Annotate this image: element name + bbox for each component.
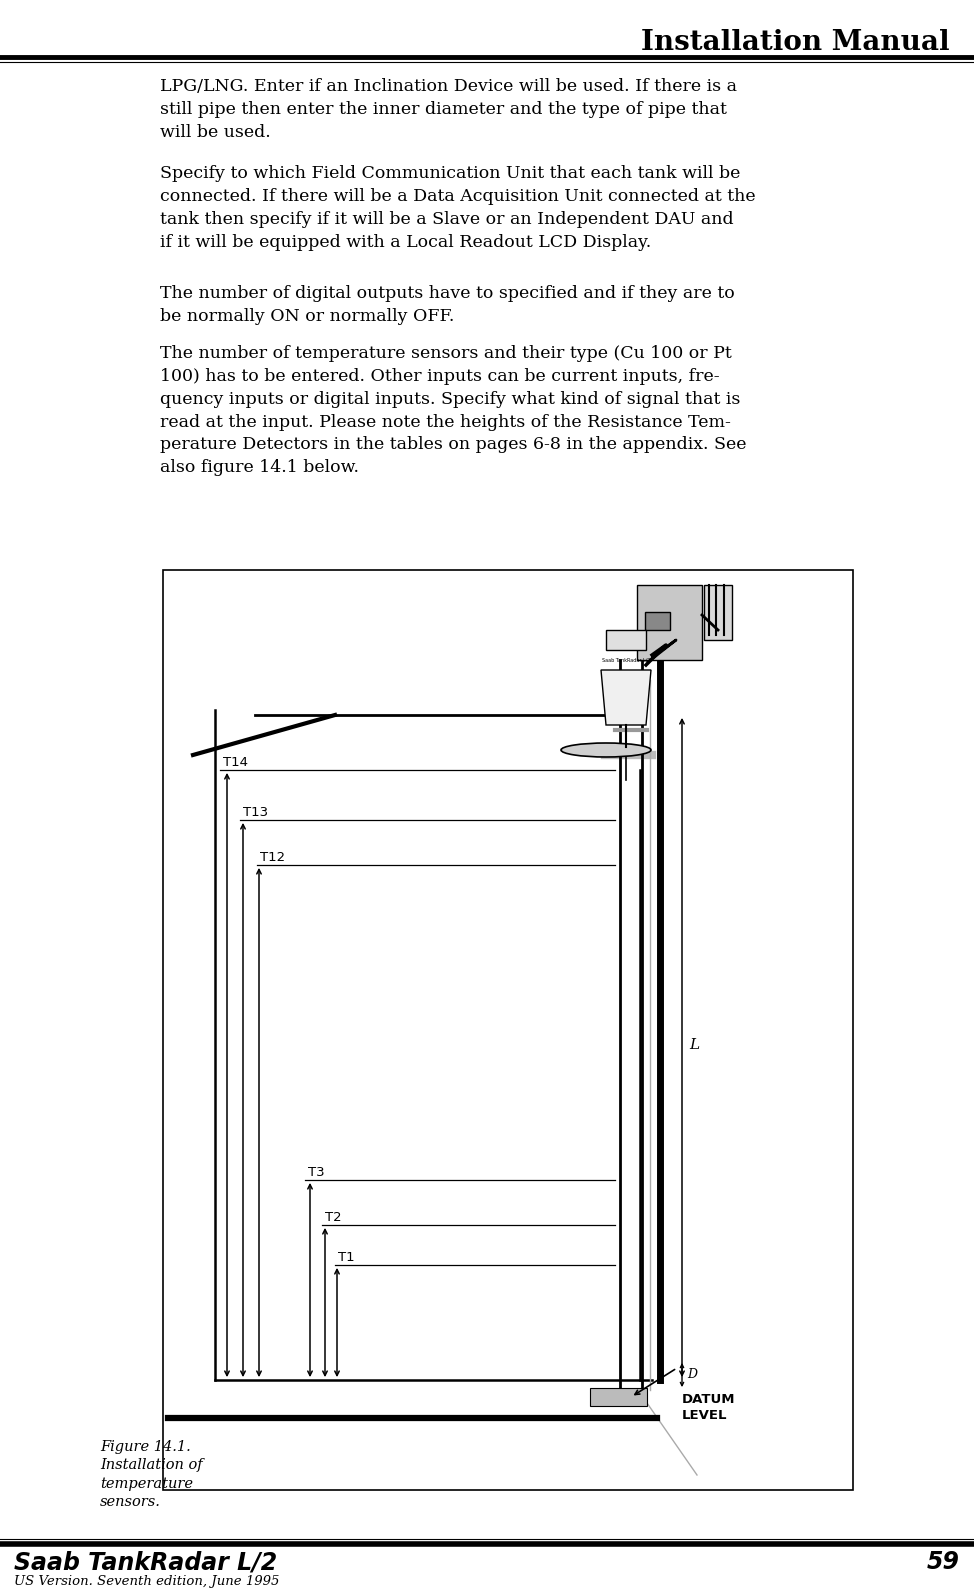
Text: Specify to which Field Communication Unit that each tank will be
connected. If t: Specify to which Field Communication Uni… (160, 166, 756, 250)
Text: The number of digital outputs have to specified and if they are to
be normally O: The number of digital outputs have to sp… (160, 285, 734, 325)
Text: Installation Manual: Installation Manual (641, 29, 950, 56)
Text: T1: T1 (338, 1251, 355, 1264)
Text: 59: 59 (927, 1551, 960, 1574)
Text: LPG/LNG. Enter if an Inclination Device will be used. If there is a
still pipe t: LPG/LNG. Enter if an Inclination Device … (160, 78, 737, 140)
Text: Figure 14.1.
Installation of
temperature
sensors.: Figure 14.1. Installation of temperature… (100, 1441, 203, 1509)
Text: L: L (689, 1038, 699, 1052)
Bar (637, 584, 702, 661)
Text: T2: T2 (325, 1212, 342, 1224)
Text: Saab TankRadar L/2: Saab TankRadar L/2 (602, 657, 651, 662)
Text: Saab TankRadar L/2: Saab TankRadar L/2 (14, 1551, 278, 1574)
Text: T12: T12 (260, 852, 285, 864)
Text: US Version. Seventh edition, June 1995: US Version. Seventh edition, June 1995 (14, 1576, 280, 1589)
Polygon shape (601, 670, 651, 724)
Text: DATUM
LEVEL: DATUM LEVEL (682, 1393, 735, 1422)
Bar (606, 630, 646, 650)
Text: T3: T3 (308, 1165, 324, 1180)
Text: D: D (687, 1369, 697, 1382)
Text: T14: T14 (223, 756, 248, 769)
Text: T13: T13 (243, 806, 268, 818)
Bar (163, 570, 853, 1490)
Bar (704, 584, 732, 640)
Bar (645, 611, 670, 630)
Bar (590, 1388, 647, 1406)
Ellipse shape (561, 743, 651, 758)
Text: The number of temperature sensors and their type (Cu 100 or Pt
100) has to be en: The number of temperature sensors and th… (160, 345, 746, 476)
